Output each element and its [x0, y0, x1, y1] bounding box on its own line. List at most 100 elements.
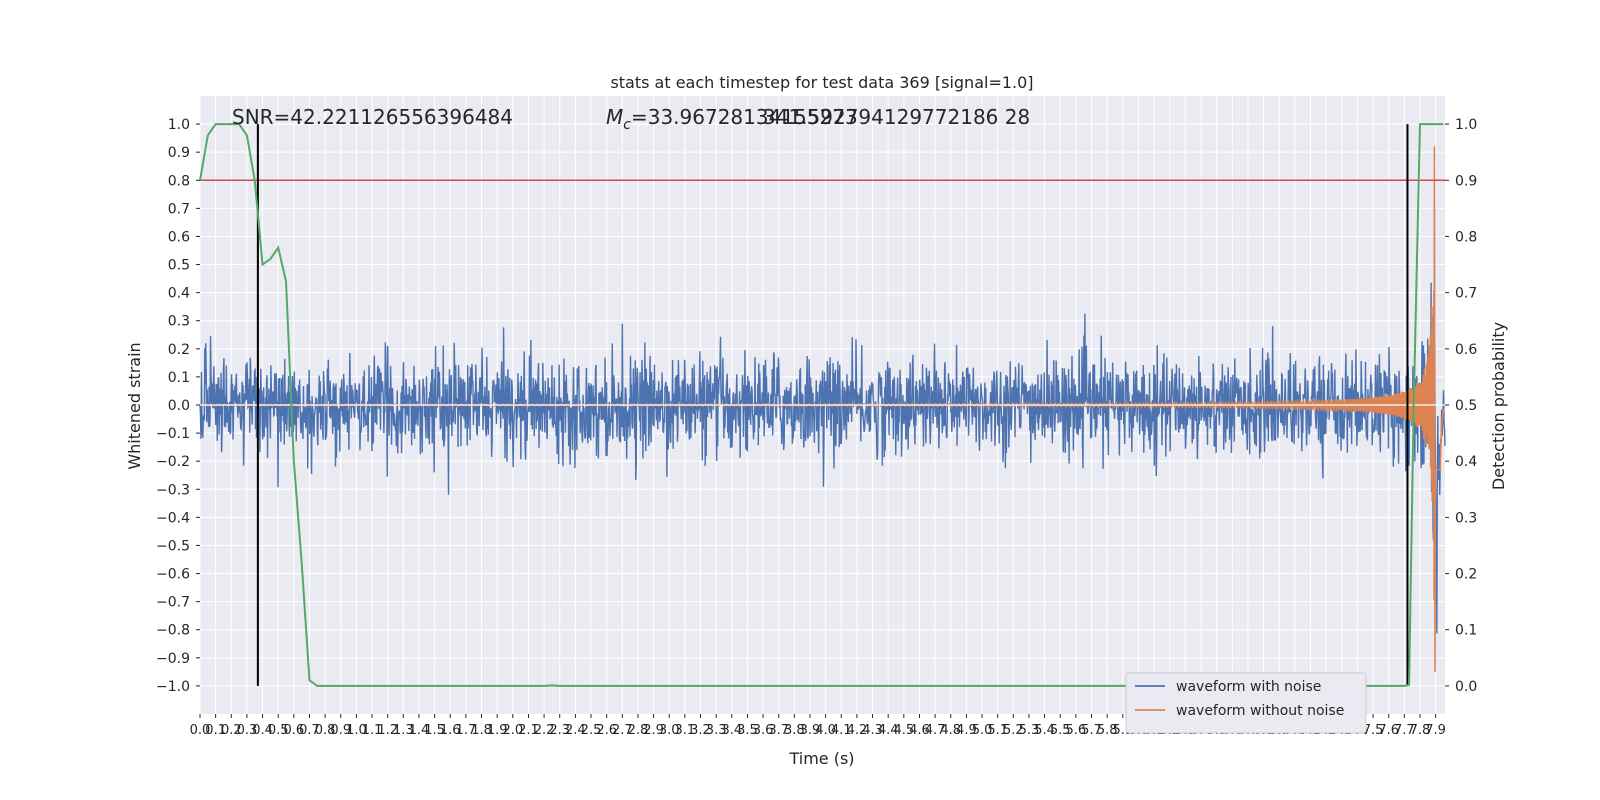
x-tick-label: 3.7: [768, 723, 789, 738]
x-tick-label: 4.2: [847, 723, 868, 738]
x-tick-label: 3.4: [721, 723, 742, 738]
y-tick-label-right: 0.2: [1455, 567, 1477, 583]
x-tick-label: 3.0: [659, 723, 680, 738]
x-tick-label: 2.1: [518, 723, 539, 738]
y-axis-left-ticks: −1.0 −0.9 −0.8 −0.7 −0.6 −0.5 −0.4 −0.3 −0.2 −0.1…: [156, 117, 200, 695]
x-tick-label: 3.1: [675, 723, 696, 738]
y-tick-label-left: 0.7: [168, 201, 190, 217]
x-tick-label: 5.7: [1081, 723, 1102, 738]
x-tick-label: 1.8: [471, 723, 492, 738]
y-tick-label-left: 0.4: [168, 286, 190, 302]
x-tick-label: 1.1: [362, 723, 383, 738]
x-tick-label: 1.5: [424, 723, 445, 738]
y-tick-label-right: 0.4: [1455, 454, 1477, 470]
x-tick-label: 4.9: [956, 723, 977, 738]
y-axis-label-right: Detection probability: [1489, 322, 1508, 490]
series-waveform-with-noise: [199, 204, 1446, 634]
x-tick-label: 2.3: [549, 723, 570, 738]
x-tick-label: 4.6: [909, 723, 930, 738]
x-tick-label: 1.0: [346, 723, 367, 738]
snr-annotation: SNR=42.221126556396484: [232, 105, 513, 129]
x-tick-label: 7.7: [1394, 723, 1415, 738]
x-tick-label: 4.7: [925, 723, 946, 738]
x-tick-label: 0.3: [237, 723, 258, 738]
legend-label-clean: waveform without noise: [1176, 703, 1344, 719]
y-tick-label-right: 0.7: [1455, 286, 1477, 302]
overlapping-annotation: 341.592794129772186 28: [763, 105, 1030, 129]
x-tick-label: 4.8: [940, 723, 961, 738]
y-tick-label-left: −1.0: [156, 679, 190, 695]
x-tick-label: 4.3: [862, 723, 883, 738]
y-tick-label-left: 0.1: [168, 370, 190, 386]
legend-label-noise: waveform with noise: [1176, 679, 1321, 695]
noise-trace: [199, 204, 1446, 634]
x-tick-label: 3.5: [737, 723, 758, 738]
x-tick-label: 0.6: [284, 723, 305, 738]
x-tick-label: 4.0: [815, 723, 836, 738]
x-tick-label: 3.2: [690, 723, 711, 738]
chirp-mass-value: =33.96728134155273: [631, 105, 858, 129]
x-tick-label: 1.3: [393, 723, 414, 738]
x-tick-label: 4.4: [878, 723, 899, 738]
x-tick-label: 4.5: [893, 723, 914, 738]
y-tick-label-left: 1.0: [168, 117, 190, 133]
x-tick-label: 0.4: [252, 723, 273, 738]
x-tick-label: 5.3: [1019, 723, 1040, 738]
x-tick-label: 4.1: [831, 723, 852, 738]
y-tick-label-left: −0.6: [156, 567, 190, 583]
x-tick-label: 0.8: [315, 723, 336, 738]
x-tick-label: 0.0: [190, 723, 211, 738]
y-tick-label-right: 0.9: [1455, 173, 1477, 189]
x-tick-label: 5.6: [1066, 723, 1087, 738]
y-tick-label-right: 1.0: [1455, 117, 1477, 133]
x-tick-label: 2.6: [596, 723, 617, 738]
x-tick-label: 5.1: [987, 723, 1008, 738]
x-tick-label: 0.9: [330, 723, 351, 738]
x-tick-label: 2.4: [565, 723, 586, 738]
x-tick-label: 5.8: [1097, 723, 1118, 738]
x-tick-label: 7.9: [1425, 723, 1446, 738]
reference-lines: [200, 124, 1445, 686]
y-tick-label-left: 0.3: [168, 314, 190, 330]
y-tick-label-left: −0.9: [156, 651, 190, 667]
probability-trace: [199, 123, 1444, 687]
x-tick-label: 2.2: [534, 723, 555, 738]
y-tick-label-left: −0.5: [156, 538, 190, 554]
x-tick-label: 1.4: [409, 723, 430, 738]
x-tick-label: 5.2: [1003, 723, 1024, 738]
x-tick-label: 0.2: [221, 723, 242, 738]
x-axis-ticks: 0.00.10.20.30.40.50.60.70.80.91.01.11.21…: [190, 714, 1446, 738]
chart-title: stats at each timestep for test data 369…: [610, 73, 1033, 92]
y-tick-label-left: 0.0: [168, 398, 190, 414]
x-tick-label: 2.7: [612, 723, 633, 738]
x-tick-label: 1.6: [440, 723, 461, 738]
legend-box: [1125, 672, 1367, 734]
chirp-mass-symbol: M: [606, 105, 623, 129]
x-axis-label: Time (s): [788, 749, 854, 768]
x-tick-label: 7.8: [1410, 723, 1431, 738]
chirp-mass-subscript: c: [623, 117, 631, 133]
x-tick-label: 2.8: [628, 723, 649, 738]
x-tick-label: 0.7: [299, 723, 320, 738]
y-tick-label-right: 0.3: [1455, 510, 1477, 526]
y-tick-label-left: −0.7: [156, 595, 190, 611]
series-detection-probability: [199, 123, 1444, 687]
x-tick-label: 1.7: [456, 723, 477, 738]
y-tick-label-left: 0.9: [168, 145, 190, 161]
y-tick-label-right: 0.8: [1455, 229, 1477, 245]
x-tick-label: 2.9: [643, 723, 664, 738]
y-axis-right-ticks: 0.0 0.1 0.2 0.3 0.4 0.5 0.6 0.7 0.8 0.9 1.0: [1445, 117, 1477, 695]
x-tick-label: 3.9: [800, 723, 821, 738]
x-tick-label: 1.2: [377, 723, 398, 738]
x-tick-label: 0.5: [268, 723, 289, 738]
x-tick-label: 7.6: [1378, 723, 1399, 738]
x-tick-label: 5.4: [1034, 723, 1055, 738]
y-tick-label-left: 0.8: [168, 173, 190, 189]
y-tick-label-left: −0.2: [156, 454, 190, 470]
y-tick-label-left: −0.3: [156, 482, 190, 498]
x-tick-label: 5.5: [1050, 723, 1071, 738]
y-tick-label-right: 0.0: [1455, 679, 1477, 695]
x-tick-label: 7.5: [1363, 723, 1384, 738]
x-tick-label: 2.0: [502, 723, 523, 738]
